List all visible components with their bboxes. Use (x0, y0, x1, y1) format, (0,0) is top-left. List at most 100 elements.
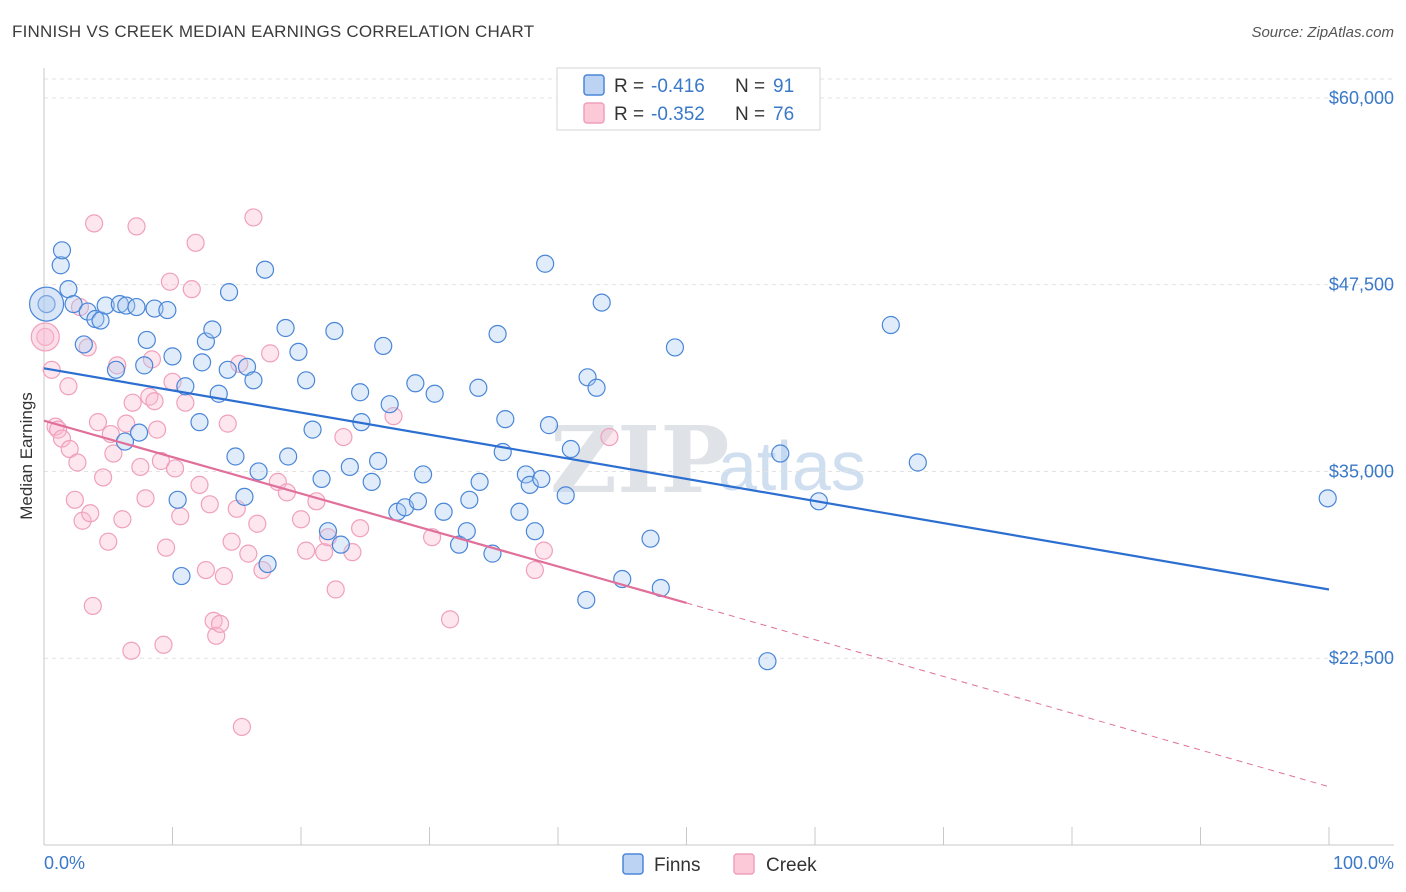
creek-point (145, 392, 164, 411)
creek-point (253, 560, 272, 580)
creek-point (218, 414, 237, 433)
creek-point-large (30, 322, 60, 352)
creek-point (83, 596, 102, 616)
creek-point (186, 233, 205, 252)
y-tick-label: $47,500 (1329, 275, 1394, 295)
creek-point (65, 490, 84, 509)
creek-point (351, 519, 370, 538)
finns-point (172, 566, 191, 586)
stats-legend: R = -0.416 N = 91 R = -0.352 N = 76 (556, 67, 821, 131)
creek-point (171, 507, 190, 526)
creek-point (81, 504, 100, 523)
creek-point (207, 626, 226, 645)
creek-point (261, 344, 280, 363)
finns-point (536, 254, 555, 273)
finns-point (881, 315, 900, 335)
y-tick-labels: $22,500 $35,000 $47,500 $60,000 (1329, 88, 1394, 668)
legend-finns-marker (622, 853, 644, 875)
creek-point (160, 272, 180, 291)
creek-point (440, 610, 460, 629)
finns-point (289, 342, 308, 362)
creek-point (239, 544, 258, 563)
finns-point (408, 492, 428, 511)
creek-point (99, 532, 118, 551)
finns-point (325, 321, 344, 341)
creek-trend-line (43, 419, 687, 604)
creek-point (165, 459, 185, 478)
y-axis-label: Median Earnings (17, 392, 36, 520)
legend-creek-n-label: N = (735, 104, 765, 125)
legend-creek-label: Creek (766, 855, 817, 876)
finns-point (525, 522, 544, 541)
finns-point (413, 465, 433, 484)
creek-point (190, 475, 209, 494)
finns-point (434, 502, 453, 521)
finns-point (64, 294, 83, 314)
creek-points (30, 208, 619, 737)
finns-point (457, 522, 476, 541)
finns-point (135, 356, 154, 375)
finns-point (469, 378, 488, 397)
finns-point (168, 490, 187, 509)
creek-point (534, 541, 553, 560)
finns-point (380, 395, 399, 414)
finns-point (470, 472, 489, 492)
finns-point (665, 338, 685, 357)
finns-point (556, 486, 575, 505)
creek-point (60, 439, 79, 459)
finns-point (331, 535, 350, 554)
finns-point (129, 423, 149, 442)
creek-point (147, 420, 167, 439)
creek-point (525, 560, 544, 580)
legend-finns-label: Finns (654, 855, 700, 876)
y-tick-label: $60,000 (1329, 88, 1394, 108)
creek-point (127, 217, 146, 236)
creek-point (36, 327, 55, 347)
finns-point (226, 447, 245, 466)
chart-title: FINNISH VS CREEK MEDIAN EARNINGS CORRELA… (12, 22, 535, 41)
legend-creek-r-label: R = (614, 104, 644, 125)
legend-creek-r-value: -0.352 (651, 104, 705, 125)
finns-point (587, 378, 606, 397)
legend-finns-n-value: 91 (773, 76, 794, 97)
legend-finns-n-label: N = (735, 76, 765, 97)
creek-point (122, 641, 141, 660)
finns-point (255, 260, 275, 279)
creek-point (131, 457, 150, 477)
finns-point (1318, 489, 1337, 508)
source-label: Source: ZipAtlas.com (1251, 24, 1394, 41)
creek-point (156, 538, 176, 557)
finns-point (127, 297, 146, 317)
creek-point (176, 393, 195, 412)
finns-point (369, 451, 388, 471)
finns-point (303, 420, 322, 439)
creek-point (154, 635, 173, 654)
finns-point (406, 374, 425, 393)
legend-finns-r-label: R = (614, 76, 644, 97)
finns-point (318, 522, 338, 541)
creek-point (200, 495, 219, 514)
creek-point (182, 280, 201, 299)
finns-point-large (28, 286, 65, 322)
creek-point (151, 451, 171, 471)
creek-point (210, 614, 230, 633)
finns-point (276, 318, 295, 338)
creek-point (104, 444, 123, 463)
legend-creek-swatch (583, 102, 605, 124)
creek-point (244, 208, 263, 227)
creek-point (600, 427, 619, 447)
finns-point (203, 320, 222, 339)
creek-point (123, 393, 142, 412)
creek-point (326, 580, 345, 599)
creek-point (85, 214, 104, 233)
finns-point (297, 371, 316, 390)
creek-point (88, 413, 108, 432)
finns-point (96, 296, 115, 315)
legend-creek-n-value: 76 (773, 104, 794, 125)
finns-point (218, 360, 237, 379)
creek-point (136, 489, 155, 508)
finns-trend-line (43, 367, 1330, 591)
finns-point (51, 256, 70, 275)
watermark-atlas: atlas (718, 427, 866, 505)
